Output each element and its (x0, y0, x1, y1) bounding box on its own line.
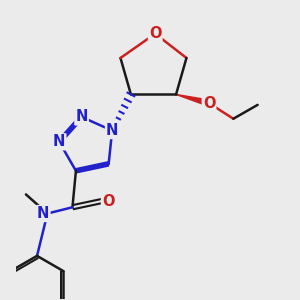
Text: N: N (106, 123, 118, 138)
Polygon shape (176, 94, 210, 106)
Text: O: O (203, 96, 215, 111)
Text: N: N (53, 134, 65, 149)
Text: N: N (75, 110, 88, 124)
Text: N: N (37, 206, 50, 221)
Text: O: O (149, 26, 161, 41)
Text: O: O (102, 194, 115, 208)
